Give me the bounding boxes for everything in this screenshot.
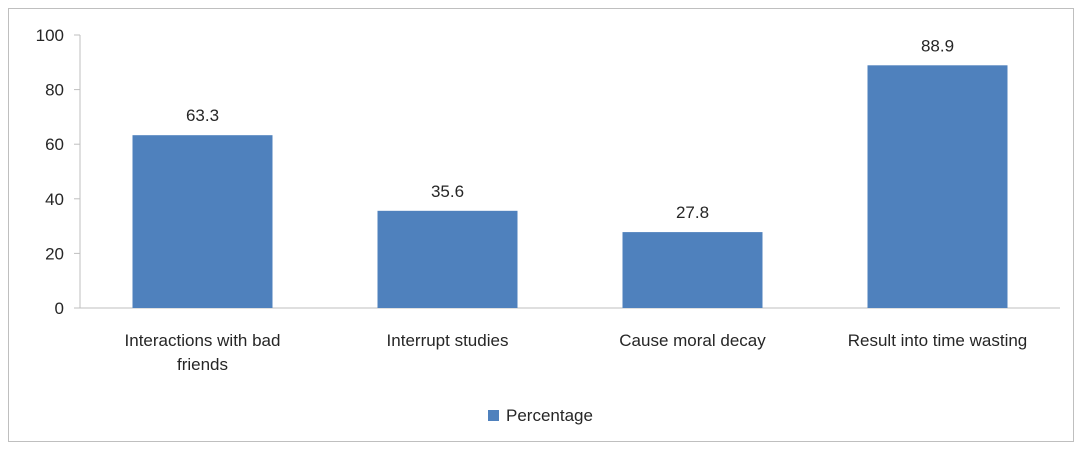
legend-swatch: [488, 410, 499, 421]
data-label: 88.9: [921, 36, 954, 55]
bar: [132, 135, 273, 308]
bar: [867, 65, 1008, 308]
bars: [132, 65, 1008, 308]
data-label: 27.8: [676, 203, 709, 222]
category-labels: Interactions with bad friends Interrupt st…: [125, 331, 1028, 374]
bar: [377, 210, 518, 308]
category-label: Result into time wasting: [848, 331, 1028, 350]
category-label: Interactions with bad friends: [125, 331, 281, 374]
legend: Percentage: [488, 406, 593, 425]
y-tick-label: 80: [45, 81, 64, 100]
data-label: 35.6: [431, 182, 464, 201]
data-labels: 63.3 35.6 27.8 88.9: [186, 36, 954, 222]
y-tick-label: 100: [36, 26, 64, 45]
y-axis-ticks: 0 20 40 60 80 100: [36, 26, 80, 318]
y-tick-label: 20: [45, 244, 64, 263]
y-tick-label: 40: [45, 190, 64, 209]
y-tick-label: 60: [45, 135, 64, 154]
bar: [622, 232, 763, 308]
category-label: Interrupt studies: [387, 331, 509, 350]
y-tick-label: 0: [55, 299, 64, 318]
category-label: Cause moral decay: [619, 331, 766, 350]
legend-label: Percentage: [506, 406, 593, 425]
data-label: 63.3: [186, 106, 219, 125]
